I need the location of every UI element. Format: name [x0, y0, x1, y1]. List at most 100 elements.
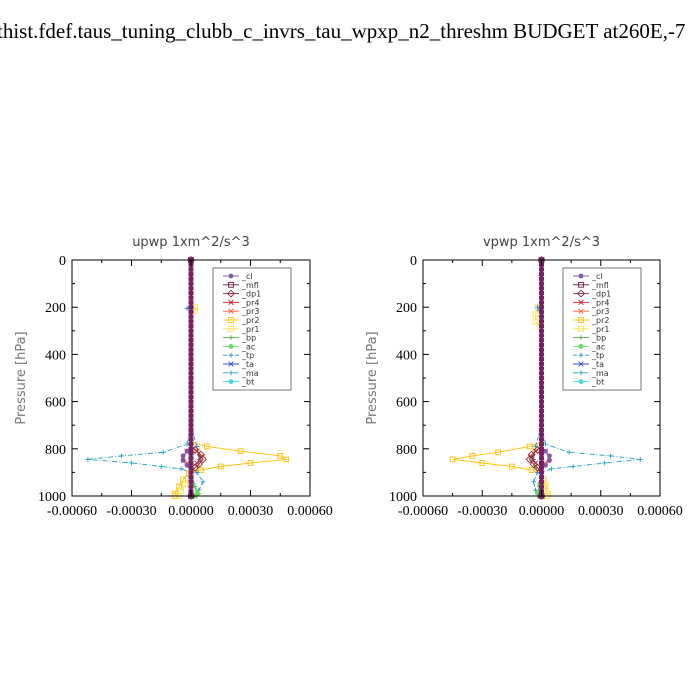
zero-marker — [188, 456, 194, 461]
y-axis-label: Pressure [hPa] — [365, 331, 380, 424]
x-tick-label: -0.00030 — [106, 504, 156, 519]
data-point — [469, 453, 476, 459]
zero-marker — [539, 342, 544, 347]
legend-label: _tp — [241, 351, 254, 360]
legend-item: _pr3 — [223, 307, 259, 316]
y-tick-label: 800 — [45, 443, 66, 458]
data-point — [547, 458, 552, 463]
legend-marker — [578, 325, 584, 332]
data-point — [526, 443, 533, 450]
zero-marker — [539, 281, 544, 286]
y-tick-label: 1000 — [389, 490, 417, 505]
data-point — [158, 464, 164, 469]
x-tick-label: -0.00030 — [457, 504, 507, 519]
legend-label: _dp1 — [241, 290, 261, 299]
data-point — [247, 460, 254, 466]
data-point — [570, 464, 576, 469]
zero-line-markers — [188, 258, 194, 498]
y-tick-label: 600 — [45, 396, 66, 411]
data-point — [542, 481, 549, 488]
data-point — [180, 458, 186, 463]
zero-marker — [188, 465, 194, 470]
zero-marker — [539, 423, 544, 428]
legend-item: _bt — [223, 378, 254, 387]
legend-label: _pr2 — [241, 316, 259, 325]
legend-item: _dp1 — [223, 289, 261, 299]
legend-label: _bp — [591, 334, 606, 343]
zero-marker — [188, 267, 194, 272]
data-point — [119, 453, 124, 459]
zero-marker — [188, 380, 194, 385]
legend-label: _ac — [591, 342, 605, 351]
data-point — [184, 448, 190, 454]
legend-marker — [228, 379, 234, 384]
zero-marker — [539, 385, 544, 390]
data-point — [566, 449, 572, 455]
zero-marker — [539, 446, 544, 451]
zero-marker — [539, 276, 544, 281]
y-tick-label: 200 — [45, 301, 66, 316]
zero-marker — [539, 305, 544, 310]
data-point — [160, 449, 166, 455]
legend-marker — [578, 370, 584, 376]
legend-marker — [578, 344, 584, 349]
y-tick-label: 1000 — [38, 490, 66, 505]
zero-marker — [539, 451, 544, 456]
zero-marker — [188, 451, 194, 456]
data-point — [543, 448, 548, 454]
legend-label: _bt — [241, 378, 254, 387]
zero-marker — [539, 324, 544, 329]
legend-label: _tp — [591, 351, 604, 360]
zero-marker — [188, 475, 194, 480]
zero-marker — [188, 366, 194, 371]
legend-item: _bp — [223, 334, 256, 343]
legend-marker — [578, 281, 584, 288]
legend-marker — [578, 308, 584, 314]
legend-marker — [578, 361, 584, 367]
zero-marker — [539, 361, 544, 366]
legend-label: _ta — [591, 360, 604, 369]
zero-marker — [188, 309, 194, 314]
legend-label: _ma — [591, 369, 609, 378]
zero-marker — [188, 291, 194, 296]
legend-item: _pr4 — [573, 298, 609, 307]
legend-marker — [228, 317, 234, 323]
data-point — [548, 466, 554, 472]
zero-marker — [539, 300, 544, 305]
zero-marker — [539, 465, 544, 470]
data-point — [129, 460, 134, 466]
zero-marker — [539, 352, 544, 357]
zero-marker — [539, 418, 544, 423]
zero-marker — [188, 394, 194, 399]
zero-marker — [539, 366, 544, 371]
y-axis-label: Pressure [hPa] — [14, 331, 29, 424]
legend-item: _pr2 — [573, 316, 609, 325]
legend-label: _mfl — [241, 281, 259, 290]
data-point — [547, 453, 552, 459]
legend-box — [212, 267, 292, 391]
y-tick-label: 0 — [410, 254, 417, 269]
zero-marker — [188, 479, 194, 484]
legend-marker — [228, 299, 234, 306]
x-tick-label: -0.00060 — [398, 504, 448, 519]
x-tick-label: 0.00030 — [228, 504, 274, 519]
zero-marker — [539, 399, 544, 404]
zero-marker — [188, 371, 194, 376]
zero-marker — [188, 286, 194, 291]
zero-marker — [539, 267, 544, 272]
zero-marker — [188, 342, 194, 347]
zero-marker — [188, 347, 194, 352]
chart-title: vpwp 1xm^2/s^3 — [483, 235, 600, 250]
legend: _cl_mfl_dp1_pr4_pr3_pr2_pr1_bp_ac_tp_ta_… — [212, 267, 292, 391]
y-tick-label: 400 — [45, 348, 66, 363]
x-tick-label: 0.00000 — [168, 504, 214, 519]
data-point — [178, 466, 184, 472]
zero-marker — [539, 404, 544, 409]
zero-marker — [188, 281, 194, 286]
legend-label: _pr1 — [241, 325, 259, 334]
legend-marker — [228, 335, 234, 340]
zero-marker — [539, 347, 544, 352]
data-point — [532, 318, 539, 325]
y-tick-label: 800 — [396, 443, 417, 458]
